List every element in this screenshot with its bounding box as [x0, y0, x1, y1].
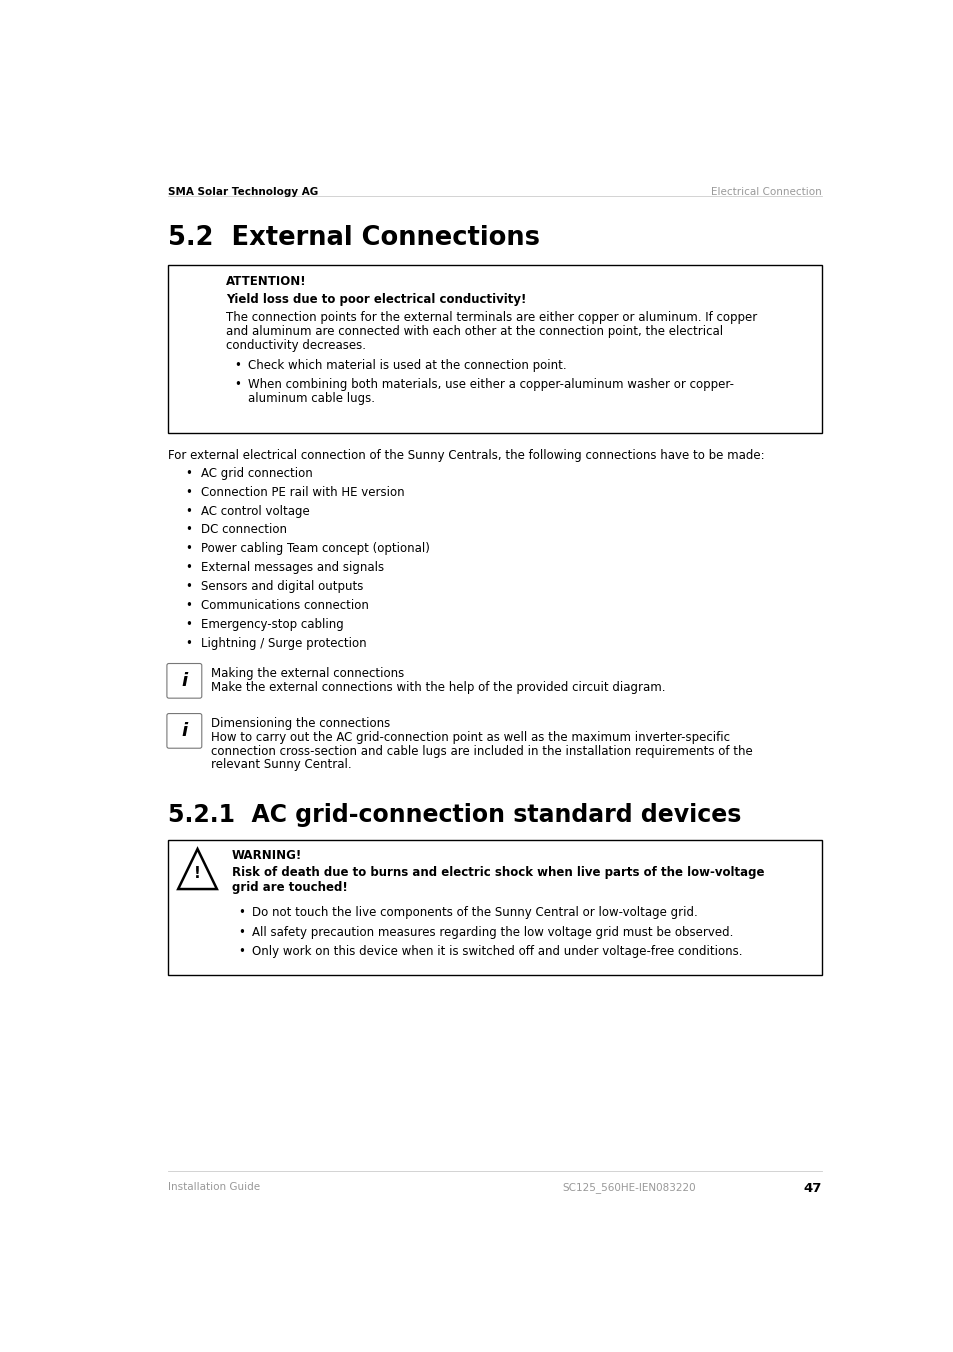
Text: Risk of death due to burns and electric shock when live parts of the low-voltage: Risk of death due to burns and electric …: [232, 865, 763, 879]
Text: •: •: [185, 599, 192, 612]
Text: •: •: [185, 504, 192, 518]
FancyBboxPatch shape: [167, 664, 202, 698]
Text: i: i: [181, 672, 187, 690]
Text: SMA Solar Technology AG: SMA Solar Technology AG: [168, 187, 318, 197]
Text: The connection points for the external terminals are either copper or aluminum. : The connection points for the external t…: [226, 311, 757, 324]
Text: Make the external connections with the help of the provided circuit diagram.: Make the external connections with the h…: [211, 681, 664, 694]
Text: Communications connection: Communications connection: [200, 599, 368, 612]
Text: •: •: [185, 580, 192, 594]
Text: •: •: [185, 542, 192, 556]
Text: Connection PE rail with HE version: Connection PE rail with HE version: [200, 485, 404, 499]
Text: Power cabling Team concept (optional): Power cabling Team concept (optional): [200, 542, 429, 556]
Text: •: •: [237, 926, 244, 938]
Text: •: •: [185, 637, 192, 649]
Text: Sensors and digital outputs: Sensors and digital outputs: [200, 580, 363, 594]
Text: •: •: [185, 466, 192, 480]
Text: aluminum cable lugs.: aluminum cable lugs.: [248, 392, 375, 406]
Text: Yield loss due to poor electrical conductivity!: Yield loss due to poor electrical conduc…: [226, 293, 526, 306]
Text: Making the external connections: Making the external connections: [211, 667, 403, 680]
Text: When combining both materials, use either a copper-aluminum washer or copper-: When combining both materials, use eithe…: [248, 379, 733, 391]
Text: •: •: [185, 618, 192, 630]
Text: Do not touch the live components of the Sunny Central or low-voltage grid.: Do not touch the live components of the …: [252, 906, 697, 919]
Text: External messages and signals: External messages and signals: [200, 561, 383, 575]
Text: •: •: [185, 485, 192, 499]
Text: •: •: [185, 523, 192, 537]
Text: ATTENTION!: ATTENTION!: [226, 276, 307, 288]
Text: •: •: [185, 561, 192, 575]
Text: •: •: [233, 360, 240, 372]
Text: and aluminum are connected with each other at the connection point, the electric: and aluminum are connected with each oth…: [226, 326, 722, 338]
Text: Dimensioning the connections: Dimensioning the connections: [211, 717, 390, 730]
Text: !: !: [193, 867, 201, 882]
Text: Installation Guide: Installation Guide: [168, 1182, 260, 1191]
Text: How to carry out the AC grid-connection point as well as the maximum inverter-sp: How to carry out the AC grid-connection …: [211, 731, 729, 744]
Text: SC125_560HE-IEN083220: SC125_560HE-IEN083220: [562, 1182, 696, 1192]
Text: •: •: [237, 906, 244, 919]
Text: relevant Sunny Central.: relevant Sunny Central.: [211, 758, 351, 771]
Text: Emergency-stop cabling: Emergency-stop cabling: [200, 618, 343, 630]
Text: •: •: [233, 379, 240, 391]
Text: 5.2.1  AC grid-connection standard devices: 5.2.1 AC grid-connection standard device…: [168, 803, 740, 827]
Text: AC grid connection: AC grid connection: [200, 466, 312, 480]
Text: AC control voltage: AC control voltage: [200, 504, 309, 518]
Text: WARNING!: WARNING!: [232, 849, 301, 863]
Text: connection cross-section and cable lugs are included in the installation require: connection cross-section and cable lugs …: [211, 745, 752, 757]
Bar: [168, 840, 821, 975]
Text: Check which material is used at the connection point.: Check which material is used at the conn…: [248, 360, 566, 372]
Polygon shape: [178, 849, 216, 890]
FancyBboxPatch shape: [167, 714, 202, 748]
Text: Lightning / Surge protection: Lightning / Surge protection: [200, 637, 366, 649]
Text: grid are touched!: grid are touched!: [232, 882, 347, 894]
Text: 47: 47: [803, 1182, 821, 1195]
Text: Electrical Connection: Electrical Connection: [711, 187, 821, 197]
Text: conductivity decreases.: conductivity decreases.: [226, 339, 366, 353]
Text: •: •: [237, 945, 244, 959]
Text: i: i: [181, 722, 187, 740]
Text: DC connection: DC connection: [200, 523, 286, 537]
Text: All safety precaution measures regarding the low voltage grid must be observed.: All safety precaution measures regarding…: [252, 926, 733, 938]
Text: Only work on this device when it is switched off and under voltage-free conditio: Only work on this device when it is swit…: [252, 945, 741, 959]
Text: For external electrical connection of the Sunny Centrals, the following connecti: For external electrical connection of th…: [168, 449, 764, 462]
Text: 5.2  External Connections: 5.2 External Connections: [168, 226, 539, 251]
Bar: [168, 265, 821, 433]
